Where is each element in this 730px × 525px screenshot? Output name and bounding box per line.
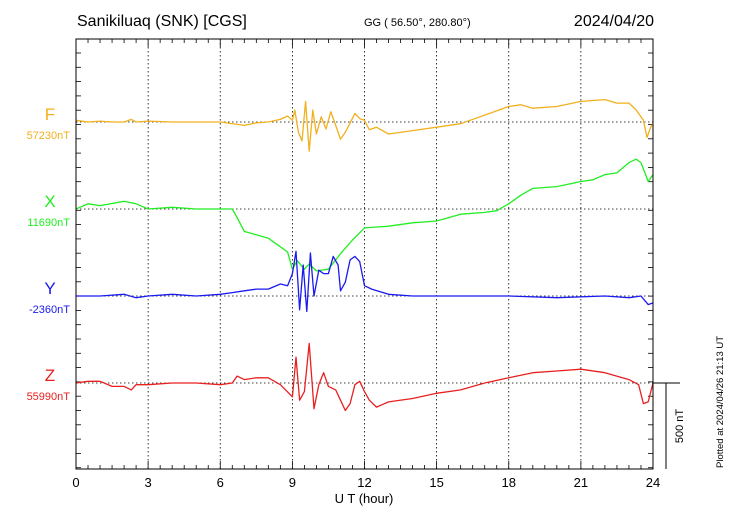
series-baseline-y: -2360nT: [29, 304, 70, 316]
date-label: 2024/04/20: [574, 13, 654, 30]
scale-bar: 500 nT: [653, 382, 686, 469]
scale-bar-label: 500 nT: [674, 409, 686, 444]
x-tick-label: 3: [145, 475, 152, 490]
coordinates-label: GG ( 56.50°, 280.80°): [364, 17, 471, 29]
plotted-timestamp: Plotted at 2024/04/26 21:13 UT: [715, 335, 726, 468]
x-tick-label: 15: [429, 475, 443, 490]
series-name-z: Z: [45, 366, 55, 385]
series-labels: F 57230nT X 11690nT Y -2360nT Z 55990nT: [27, 105, 71, 403]
x-tick-label: 18: [502, 475, 516, 490]
x-tick-label: 9: [289, 475, 296, 490]
series-name-y: Y: [44, 279, 55, 298]
x-tick-label: 24: [646, 475, 660, 490]
series-line-z: [75, 342, 654, 412]
series-name-f: F: [45, 105, 55, 124]
series-line-f: [75, 98, 654, 152]
grid: [76, 39, 653, 469]
x-axis-label: U T (hour): [335, 491, 394, 506]
x-tick-label: 12: [357, 475, 371, 490]
plot-frame: [75, 38, 654, 470]
x-tick-label: 6: [217, 475, 224, 490]
x-tick-label: 21: [574, 475, 588, 490]
x-tick-label: 0: [72, 475, 79, 490]
station-title: Sanikiluaq (SNK) [CGS]: [77, 13, 247, 30]
series-baseline-x: 11690nT: [27, 217, 70, 229]
series-baseline-z: 55990nT: [27, 391, 71, 403]
series-line-y: [76, 250, 654, 313]
x-axis: 0 3 6 9 12 15 18 21 24: [72, 39, 660, 490]
series-name-x: X: [44, 192, 55, 211]
series-baseline-f: 57230nT: [27, 130, 71, 142]
series-layer: [75, 98, 654, 412]
series-line-x: [75, 158, 654, 272]
